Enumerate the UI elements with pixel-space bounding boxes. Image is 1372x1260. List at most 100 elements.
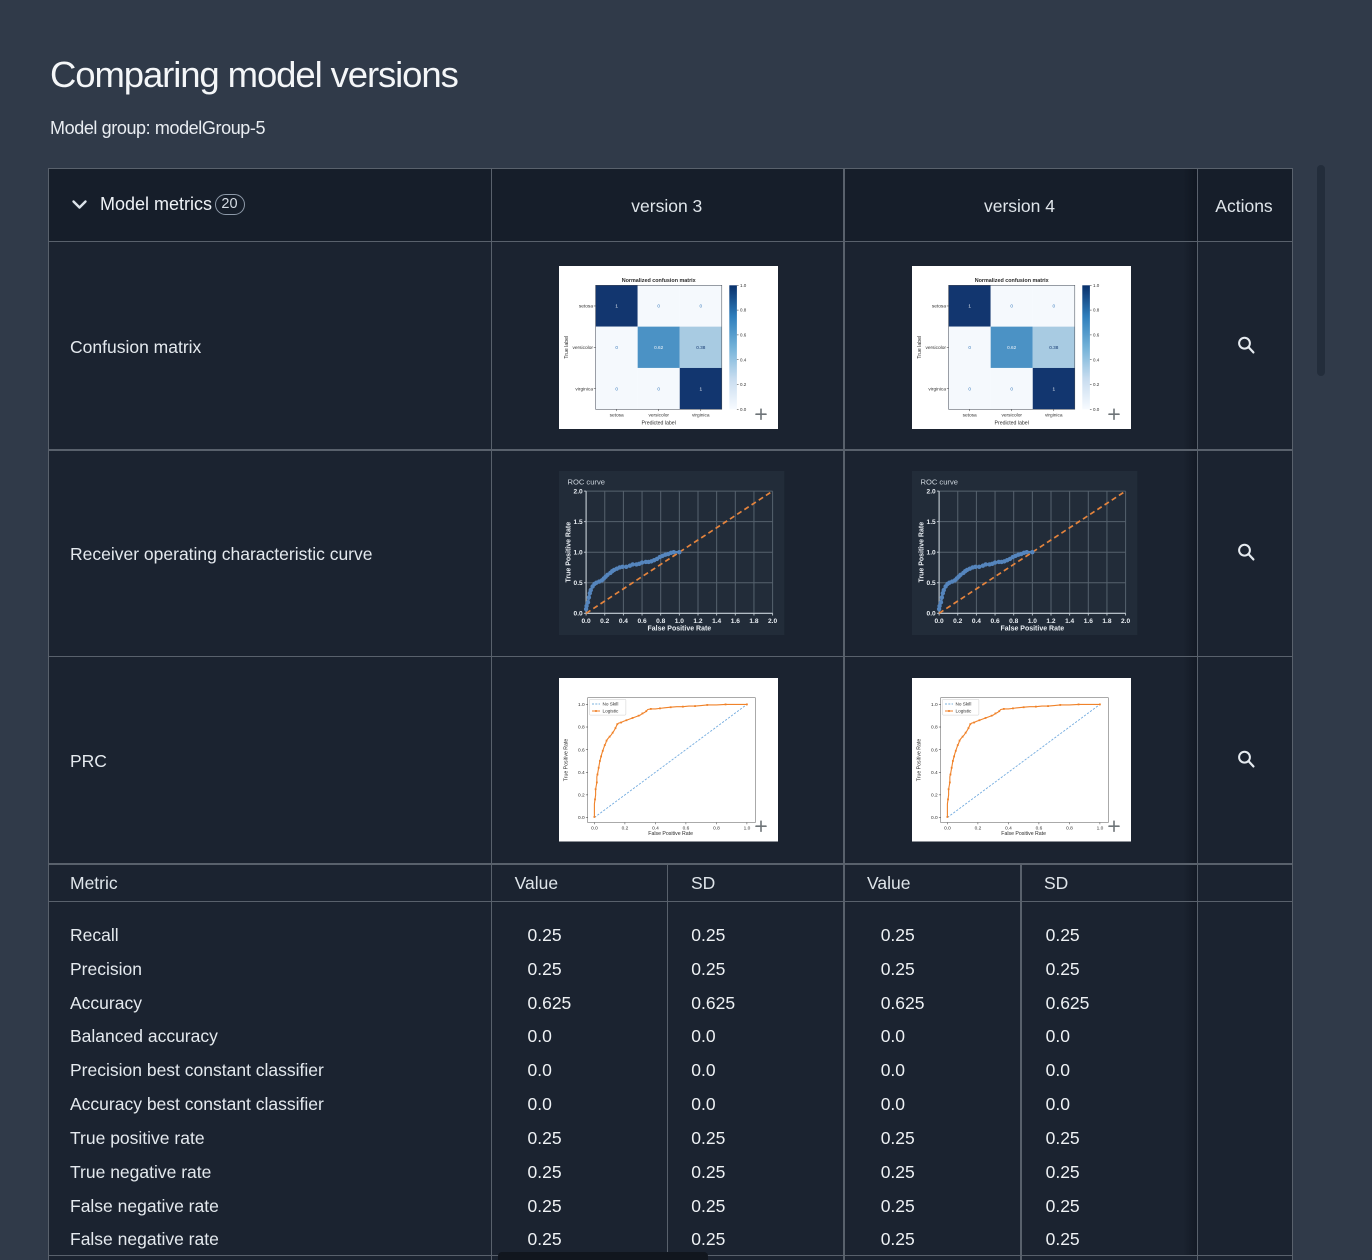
- svg-text:0.8: 0.8: [931, 725, 938, 731]
- svg-text:virginica: virginica: [575, 386, 593, 392]
- svg-text:0.2: 0.2: [953, 618, 962, 625]
- svg-text:0.0: 0.0: [927, 611, 936, 618]
- svg-text:1.5: 1.5: [927, 519, 936, 526]
- svg-text:1.0: 1.0: [931, 702, 938, 708]
- svg-text:0.4: 0.4: [931, 770, 938, 776]
- svg-text:0.0: 0.0: [931, 815, 938, 821]
- svg-text:True label: True label: [564, 335, 570, 358]
- svg-text:0.2: 0.2: [1093, 382, 1100, 387]
- svg-text:0: 0: [1010, 386, 1013, 391]
- svg-text:0.4: 0.4: [972, 618, 981, 625]
- svg-text:0.8: 0.8: [713, 826, 720, 832]
- svg-text:0.0: 0.0: [591, 826, 598, 832]
- svg-text:0.6: 0.6: [1093, 332, 1100, 337]
- svg-text:0: 0: [657, 386, 660, 391]
- svg-text:0.38: 0.38: [1049, 345, 1059, 350]
- svg-text:0.8: 0.8: [740, 307, 747, 312]
- svg-text:1.2: 1.2: [1047, 618, 1056, 625]
- svg-text:0.8: 0.8: [1066, 826, 1073, 832]
- svg-text:0.0: 0.0: [935, 618, 944, 625]
- svg-text:False Positive Rate: False Positive Rate: [1001, 626, 1065, 633]
- svg-text:1.4: 1.4: [712, 618, 721, 625]
- svg-text:0.8: 0.8: [1093, 307, 1100, 312]
- svg-text:False Positive Rate: False Positive Rate: [648, 831, 693, 837]
- svg-text:0.2: 0.2: [600, 618, 609, 625]
- svg-text:0.0: 0.0: [578, 815, 585, 821]
- svg-text:False Positive Rate: False Positive Rate: [1001, 831, 1046, 837]
- svg-text:2.0: 2.0: [1121, 618, 1130, 625]
- svg-text:1.0: 1.0: [1028, 618, 1037, 625]
- svg-text:Logistic: Logistic: [603, 709, 620, 714]
- svg-text:True Positive Rate: True Positive Rate: [919, 522, 926, 583]
- svg-text:Predicted label: Predicted label: [995, 420, 1029, 426]
- svg-text:virginica: virginica: [692, 412, 710, 418]
- svg-text:1.8: 1.8: [1103, 618, 1112, 625]
- svg-text:0.6: 0.6: [991, 618, 1000, 625]
- svg-text:Normalized confusion matrix: Normalized confusion matrix: [622, 278, 696, 284]
- svg-text:2.0: 2.0: [574, 489, 583, 496]
- svg-text:No Skill: No Skill: [956, 702, 972, 707]
- svg-text:virginica: virginica: [1045, 412, 1063, 418]
- svg-text:1: 1: [1052, 386, 1055, 391]
- svg-text:0.5: 0.5: [574, 580, 583, 587]
- svg-text:1.8: 1.8: [750, 618, 759, 625]
- svg-text:0: 0: [968, 386, 971, 391]
- svg-text:0.8: 0.8: [1009, 618, 1018, 625]
- svg-text:0.0: 0.0: [1093, 406, 1100, 411]
- svg-text:0.4: 0.4: [578, 770, 585, 776]
- svg-text:setosa: setosa: [579, 303, 593, 309]
- svg-text:0.8: 0.8: [656, 618, 665, 625]
- svg-text:1.0: 1.0: [574, 550, 583, 557]
- svg-text:0.2: 0.2: [931, 793, 938, 799]
- svg-text:1.0: 1.0: [675, 618, 684, 625]
- svg-text:0: 0: [968, 345, 971, 350]
- svg-text:1.0: 1.0: [740, 282, 747, 287]
- svg-text:setosa: setosa: [932, 303, 946, 309]
- svg-text:0.2: 0.2: [578, 793, 585, 799]
- svg-text:0.2: 0.2: [622, 826, 629, 832]
- svg-text:2.0: 2.0: [927, 489, 936, 496]
- svg-text:0.62: 0.62: [1007, 345, 1017, 350]
- svg-text:0: 0: [657, 303, 660, 308]
- svg-text:0.62: 0.62: [654, 345, 664, 350]
- svg-text:0.2: 0.2: [975, 826, 982, 832]
- svg-text:0: 0: [1010, 303, 1013, 308]
- svg-text:Normalized confusion matrix: Normalized confusion matrix: [975, 278, 1049, 284]
- svg-text:0: 0: [615, 386, 618, 391]
- svg-text:1.4: 1.4: [1065, 618, 1074, 625]
- svg-text:0.8: 0.8: [578, 725, 585, 731]
- svg-text:0.0: 0.0: [582, 618, 591, 625]
- svg-text:1.0: 1.0: [927, 550, 936, 557]
- svg-text:versicolor: versicolor: [648, 412, 669, 418]
- svg-text:0.6: 0.6: [683, 826, 690, 832]
- svg-text:1.0: 1.0: [1097, 826, 1104, 832]
- svg-text:0.6: 0.6: [931, 747, 938, 753]
- svg-text:0.6: 0.6: [578, 747, 585, 753]
- svg-text:1.0: 1.0: [1093, 282, 1100, 287]
- svg-text:1.6: 1.6: [1084, 618, 1093, 625]
- svg-text:1.5: 1.5: [574, 519, 583, 526]
- svg-text:0.4: 0.4: [652, 826, 659, 832]
- svg-text:True Positive Rate: True Positive Rate: [564, 739, 570, 782]
- svg-text:ROC curve: ROC curve: [921, 478, 958, 487]
- svg-text:0.6: 0.6: [1036, 826, 1043, 832]
- svg-text:versicolor: versicolor: [572, 345, 593, 351]
- svg-text:True Positive Rate: True Positive Rate: [566, 522, 573, 583]
- svg-text:0.38: 0.38: [696, 345, 706, 350]
- svg-text:versicolor: versicolor: [925, 345, 946, 351]
- svg-text:Logistic: Logistic: [956, 709, 973, 714]
- svg-text:0: 0: [1052, 303, 1055, 308]
- svg-text:0.4: 0.4: [1093, 357, 1100, 362]
- svg-text:0.2: 0.2: [740, 382, 747, 387]
- svg-text:1.0: 1.0: [744, 826, 751, 832]
- svg-text:0.6: 0.6: [638, 618, 647, 625]
- svg-text:0: 0: [699, 303, 702, 308]
- svg-text:False Positive Rate: False Positive Rate: [648, 626, 712, 633]
- svg-text:ROC curve: ROC curve: [568, 478, 605, 487]
- svg-text:True Positive Rate: True Positive Rate: [917, 739, 923, 782]
- svg-text:0.0: 0.0: [574, 611, 583, 618]
- svg-text:1.6: 1.6: [731, 618, 740, 625]
- svg-text:versicolor: versicolor: [1001, 412, 1022, 418]
- svg-text:Predicted label: Predicted label: [642, 420, 676, 426]
- svg-text:1.2: 1.2: [694, 618, 703, 625]
